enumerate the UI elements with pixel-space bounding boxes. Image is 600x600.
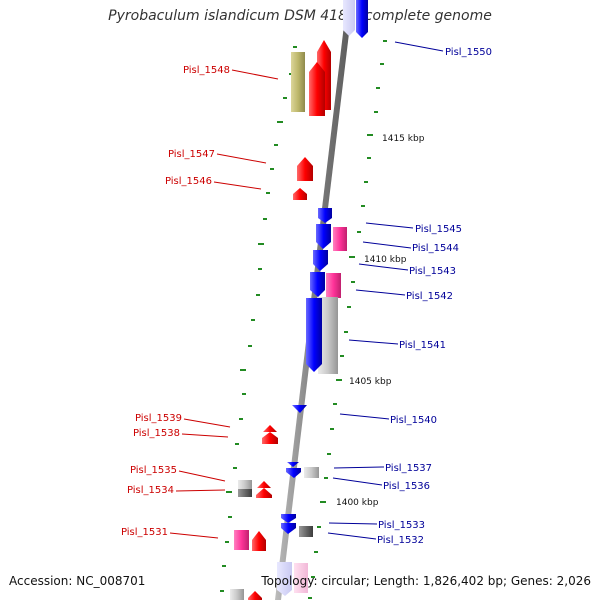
gene-label-1532[interactable]: Pisl_1532	[377, 535, 424, 546]
gene-block-pseudo[interactable]	[304, 467, 319, 478]
gene-label-1539[interactable]: Pisl_1539	[135, 413, 182, 424]
scale-ticks	[220, 40, 387, 599]
gene-arrow-forward[interactable]	[309, 62, 325, 116]
gene-label-1533[interactable]: Pisl_1533	[378, 520, 425, 531]
gene-features	[230, 0, 368, 600]
gene-label-1547[interactable]: Pisl_1547	[168, 149, 215, 160]
kbp-label-1410: 1410 kbp	[364, 255, 407, 265]
gene-arrow-reverse[interactable]	[310, 272, 325, 297]
gene-arrow-forward-1546[interactable]	[293, 188, 307, 200]
gene-block-pseudo-1541[interactable]	[318, 297, 338, 374]
gene-label-1537[interactable]: Pisl_1537	[385, 463, 432, 474]
gene-label-1542[interactable]: Pisl_1542	[406, 291, 453, 302]
gene-arrow-forward-1539[interactable]	[263, 425, 277, 432]
gene-labels-right: Pisl_1550 Pisl_1545 Pisl_1544 Pisl_1543 …	[377, 47, 492, 546]
kbp-label-1415: 1415 kbp	[382, 134, 425, 144]
gene-block-dark[interactable]	[299, 526, 313, 537]
gene-arrow-reverse[interactable]	[356, 0, 368, 38]
gene-label-1544[interactable]: Pisl_1544	[412, 243, 459, 254]
gene-block-rna-1531[interactable]	[234, 530, 249, 550]
gene-arrow-forward[interactable]	[256, 488, 272, 498]
gene-label-1548[interactable]: Pisl_1548	[183, 65, 230, 76]
gene-arrow-forward-1547[interactable]	[297, 157, 313, 181]
gene-labels-left: Pisl_1548 Pisl_1547 Pisl_1546 Pisl_1539 …	[121, 65, 230, 538]
gene-arrow-reverse[interactable]	[316, 224, 331, 249]
gene-block-rna-1544[interactable]	[333, 227, 347, 251]
gene-arrow-reverse[interactable]	[277, 562, 292, 596]
gene-label-1540[interactable]: Pisl_1540	[390, 415, 437, 426]
kbp-labels: 1415 kbp 1410 kbp 1405 kbp 1400 kbp	[336, 134, 425, 508]
gene-label-1543[interactable]: Pisl_1543	[409, 266, 456, 277]
kbp-label-1400: 1400 kbp	[336, 498, 379, 508]
gene-block-dark-1534[interactable]	[238, 489, 252, 497]
gene-arrow-forward[interactable]	[248, 591, 262, 600]
gene-arrow-reverse-1543[interactable]	[313, 250, 328, 271]
accession-text: Accession: NC_008701	[9, 574, 146, 588]
gene-block-rna[interactable]	[294, 563, 308, 593]
gene-label-1534[interactable]: Pisl_1534	[127, 485, 174, 496]
gene-arrow-reverse[interactable]	[343, 0, 355, 36]
gene-label-1550[interactable]: Pisl_1550	[445, 47, 492, 58]
gene-label-1545[interactable]: Pisl_1545	[415, 224, 462, 235]
gene-block-pseudo[interactable]	[230, 589, 244, 600]
gene-arrow-reverse-1541[interactable]	[306, 298, 322, 372]
genome-title: Pyrobaculum islandicum DSM 4184, complet…	[108, 8, 492, 24]
gene-label-1541[interactable]: Pisl_1541	[399, 340, 446, 351]
gene-label-1531[interactable]: Pisl_1531	[121, 527, 168, 538]
label-leaders	[169, 41, 444, 540]
gene-label-1536[interactable]: Pisl_1536	[383, 481, 430, 492]
gene-block-khaki[interactable]	[291, 52, 305, 112]
gene-arrow-reverse-1537[interactable]	[287, 462, 299, 467]
gene-arrow-reverse-1536[interactable]	[286, 468, 301, 478]
gene-arrow-forward-1531[interactable]	[252, 531, 266, 551]
gene-block-rna-1542[interactable]	[326, 273, 341, 298]
gene-block-pseudo-1535[interactable]	[238, 480, 252, 489]
gene-arrow-reverse-1540[interactable]	[292, 405, 307, 413]
genome-summary-text: Topology: circular; Length: 1,826,402 bp…	[261, 574, 591, 588]
gene-arrow-reverse-1533[interactable]	[281, 514, 296, 523]
gene-arrow-forward[interactable]	[257, 481, 271, 488]
gene-arrow-forward-1538[interactable]	[262, 432, 278, 444]
gene-label-1546[interactable]: Pisl_1546	[165, 176, 212, 187]
gene-arrow-reverse-1545[interactable]	[318, 208, 332, 223]
gene-arrow-reverse-1532[interactable]	[281, 523, 296, 534]
kbp-label-1405: 1405 kbp	[349, 377, 392, 387]
gene-label-1538[interactable]: Pisl_1538	[133, 428, 180, 439]
gene-label-1535[interactable]: Pisl_1535	[130, 465, 177, 476]
